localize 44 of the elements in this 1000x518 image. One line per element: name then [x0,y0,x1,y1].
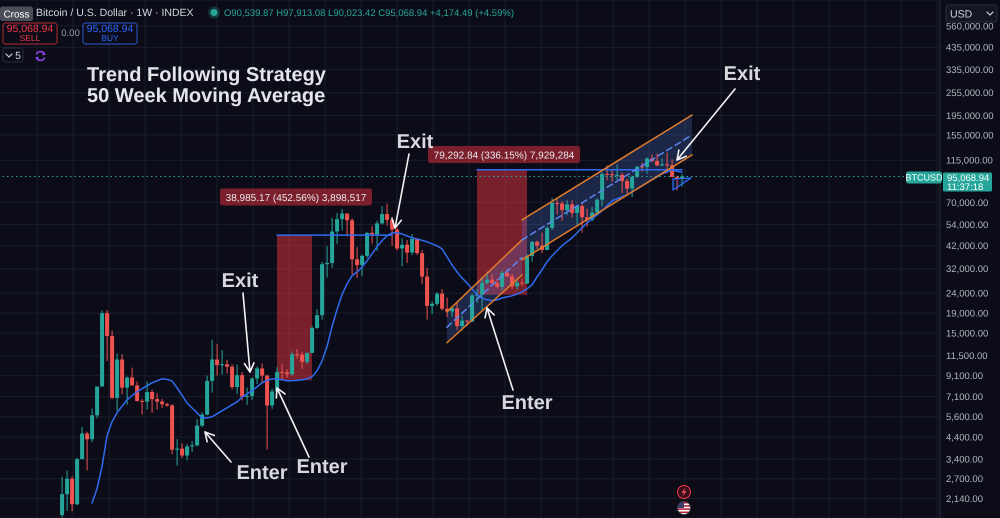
annotation: Enter [296,456,348,478]
y-tick-label: 54,000.00 [946,220,988,231]
ref-line-label: 95,068.94 [947,172,990,184]
annotation: Bitcoin / U.S. Dollar · 1W · INDEX [36,7,194,19]
annotation: Enter [501,392,553,414]
y-tick-label: 195,000.00 [946,110,994,122]
annotation: 0.00 [61,28,80,39]
annotation: O90,539.87 H97,913.08 L90,023.42 C95,068.94 +4,174.49 (+4.59%) [224,8,514,19]
text: Exit [724,63,761,85]
text: 5 [15,50,22,62]
y-tick-label: 9,100.00 [946,370,983,382]
text: 11:37:18 [947,182,984,193]
text: USD [950,8,973,20]
annotation: Exit [396,131,434,153]
y-tick-label: 19,000.00 [946,308,988,320]
text: 95,068.94 [6,23,54,35]
annotation: Exit [222,270,259,292]
annotation: 95,068.94 [86,23,134,35]
y-tick-label: 335,000.00 [946,64,994,76]
y-tick-label: 3,400.00 [946,454,983,466]
y-tick-label: 42,000.00 [946,241,988,252]
y-tick-label: 2,700.00 [946,474,983,486]
text: SELL [20,33,41,43]
y-tick-label: 7,100.00 [946,392,983,404]
text: Trend Following Strategy [87,64,327,86]
y-tick-label: 11,500.00 [946,351,988,362]
y-tick-label: 4,400.00 [946,432,983,444]
y-tick-label: 255,000.00 [946,88,994,100]
y-tick-label: 15,000.00 [946,328,988,340]
annotation: BUY [101,33,120,43]
y-tick-label: 24,000.00 [946,288,988,300]
y-tick-label: 560,000.00 [946,21,994,32]
annotation: 38,985.17 (452.56%) 3,898,517 [226,193,367,204]
y-tick-label: 5,600.00 [946,412,983,424]
y-tick-label: 155,000.00 [946,130,994,142]
annotation: 79,292.84 (336.15%) 7,929,284 [434,150,575,162]
y-tick-label: 435,000.00 [946,42,994,54]
text: 50 Week Moving Average [87,85,326,107]
y-tick-label: 32,000.00 [946,264,988,276]
y-tick-label: 115,000.00 [946,156,993,167]
text: Cross [3,10,30,20]
y-tick-label: 2,140.00 [946,494,983,505]
annotation: Enter [236,462,288,484]
y-tick-label: 70,000.00 [946,198,988,209]
